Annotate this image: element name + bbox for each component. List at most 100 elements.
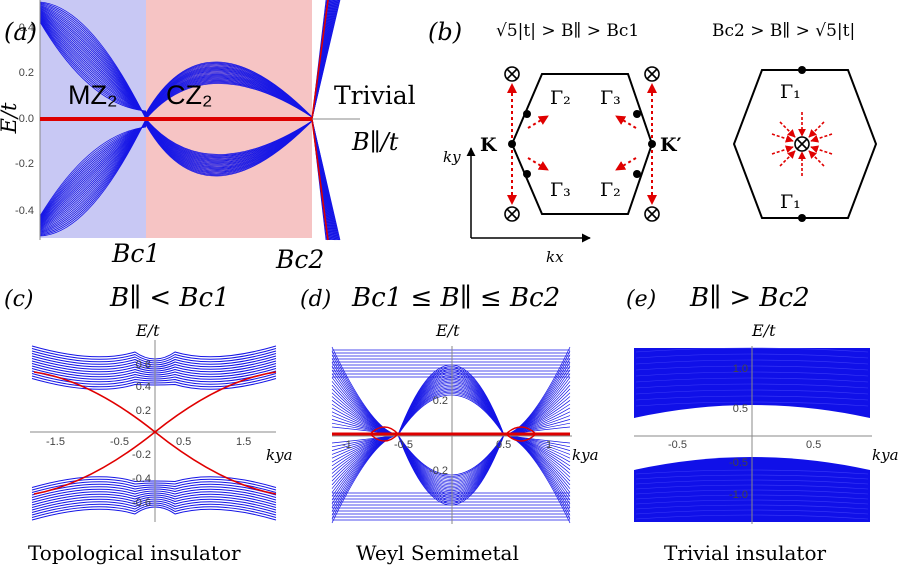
band-line	[311, 118, 341, 241]
band-line	[145, 72, 313, 118]
band-line	[331, 364, 571, 436]
panel-e-condition: B∥ > Bc2	[689, 283, 810, 313]
tick-a-0.2: 0.2	[19, 67, 34, 79]
band-line	[331, 350, 571, 436]
panel-a-ylabel: E/t	[0, 102, 21, 134]
tick-e-y0: 1.0	[733, 363, 748, 375]
tick-c-y0: 0.6	[136, 359, 151, 371]
tick-c-x2: 0.5	[176, 436, 191, 448]
band-line	[39, 16, 147, 114]
band-line	[145, 79, 313, 119]
tick-e-y2: -0.5	[729, 457, 748, 469]
panel-c-ylabel: E/t	[135, 321, 160, 340]
band-line	[331, 379, 571, 436]
band-line	[39, 125, 147, 220]
otimes-center-icon	[794, 136, 810, 152]
panel-d-bands	[331, 346, 571, 524]
band-line	[39, 124, 147, 222]
band-line	[39, 12, 147, 115]
panel-a: 0.4 0.2 0.0 -0.2 -0.4 (a) E/t MZ₂ CZ₂ Tr…	[0, 0, 432, 274]
band-line	[331, 372, 571, 436]
band-line	[145, 120, 313, 163]
band-line	[39, 19, 147, 113]
band-line	[39, 124, 147, 222]
condition-left: √5|t| > B∥ > Bc1	[496, 21, 639, 41]
band-line	[39, 125, 147, 221]
band-line	[145, 61, 313, 118]
panel-c-xlabel: kya	[266, 446, 293, 464]
band-line	[331, 362, 571, 436]
k-point-label: K	[480, 134, 498, 156]
band-line	[331, 434, 571, 512]
tick-d-x1: -0.5	[394, 439, 413, 451]
band-line	[331, 370, 571, 436]
band-line	[331, 434, 571, 500]
panel-a-xlabel: B∥/t	[351, 128, 399, 156]
band-line	[331, 366, 571, 436]
band-line	[145, 120, 313, 164]
ky-axis-label: ky	[443, 148, 461, 166]
band-line	[39, 15, 147, 114]
band-line	[331, 381, 571, 436]
band-line	[331, 434, 571, 496]
panel-b: (b) √5|t| > B∥ > Bc1 Bc2 > B∥ > √5|t|	[428, 18, 878, 266]
gamma3-label: Γ₃	[600, 87, 621, 109]
band-line	[145, 68, 313, 118]
bc2-label: Bc2	[275, 245, 324, 274]
band-line	[145, 119, 313, 156]
panel-d-ylabel: E/t	[435, 321, 460, 340]
panel-e-label: (e)	[626, 287, 656, 312]
band-line	[145, 120, 313, 166]
cz2-label: CZ₂	[166, 80, 212, 110]
band-line	[145, 83, 313, 120]
band-line	[145, 120, 313, 167]
band-line	[145, 80, 313, 119]
band-line	[145, 119, 313, 159]
panel-e-ylabel: E/t	[751, 321, 776, 340]
tick-c-y1: 0.4	[136, 381, 151, 393]
band-line	[145, 70, 313, 118]
band-line	[331, 434, 571, 493]
brillouin-zone-left	[510, 73, 654, 215]
condition-right: Bc2 > B∥ > √5|t|	[712, 21, 855, 41]
panel-c: (c) B∥ < Bc1 E/t -1.5 -0.5 0.5 1.5 0.6 0…	[4, 283, 293, 565]
panel-a-bands	[39, 0, 341, 241]
kprime-point-label: K′	[660, 134, 682, 156]
otimes-icon	[504, 66, 660, 222]
tick-a-0.4: 0.4	[19, 22, 34, 34]
band-line	[331, 434, 571, 497]
tick-d-x3: 1	[546, 439, 552, 451]
band-line	[331, 434, 571, 501]
band-line	[145, 77, 313, 118]
band-line	[145, 120, 313, 177]
band-line	[331, 369, 571, 436]
band-line	[39, 16, 147, 114]
band-line	[145, 72, 313, 118]
band-line	[145, 76, 313, 118]
band-line	[39, 122, 147, 226]
band-line	[39, 123, 147, 226]
band-line	[331, 434, 571, 498]
band-line	[145, 120, 313, 161]
band-line	[331, 434, 571, 524]
gamma1-label-bottom: Γ₁	[780, 191, 801, 213]
boundary-line	[311, 118, 329, 241]
tick-a--0.2: -0.2	[15, 158, 34, 170]
band-line	[331, 365, 571, 436]
tick-c-y4: -0.4	[132, 473, 151, 485]
trivial-label: Trivial	[334, 81, 416, 110]
band-line	[331, 346, 571, 436]
tick-c-y2: 0.2	[136, 405, 151, 417]
band-line	[145, 119, 313, 158]
band-line	[145, 69, 313, 118]
band-line	[145, 120, 313, 160]
gamma2-label: Γ₂	[550, 87, 571, 109]
band-line	[331, 358, 571, 436]
band-line	[331, 434, 571, 491]
band-line	[145, 118, 313, 155]
tick-a--0.4: -0.4	[15, 205, 34, 217]
band-line	[39, 12, 147, 116]
panel-e-xlabel: kya	[872, 446, 898, 464]
band-line	[331, 434, 571, 489]
